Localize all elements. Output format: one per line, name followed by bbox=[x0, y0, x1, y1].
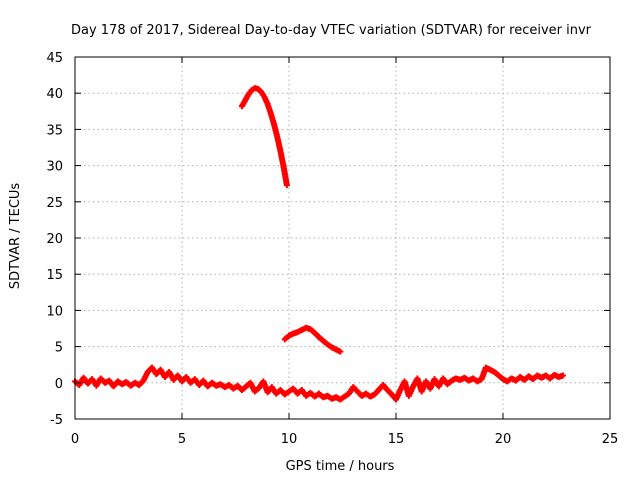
data-point bbox=[283, 182, 290, 189]
y-tick-label: 10 bbox=[46, 304, 63, 319]
x-tick-label: 15 bbox=[388, 432, 405, 447]
chart-grid bbox=[75, 57, 610, 419]
x-tick-label: 0 bbox=[71, 432, 79, 447]
y-tick-label: 5 bbox=[55, 341, 63, 356]
x-axis-label: GPS time / hours bbox=[286, 459, 395, 474]
x-tick-label: 20 bbox=[495, 432, 512, 447]
y-tick-label: 25 bbox=[46, 196, 63, 211]
data-point bbox=[337, 348, 344, 355]
y-tick-label: 40 bbox=[46, 87, 63, 102]
y-axis-label: SDTVAR / TECUs bbox=[8, 183, 23, 290]
y-tick-label: 15 bbox=[46, 268, 63, 283]
data-points bbox=[72, 85, 566, 403]
y-tick-label: 0 bbox=[55, 377, 63, 392]
x-tick-label: 25 bbox=[602, 432, 619, 447]
axis-ticks bbox=[74, 56, 611, 420]
data-point bbox=[559, 372, 566, 379]
y-tick-label: -5 bbox=[50, 413, 63, 428]
y-tick-label: 20 bbox=[46, 232, 63, 247]
x-tick-label: 5 bbox=[178, 432, 186, 447]
y-tick-label: 35 bbox=[46, 123, 63, 138]
x-tick-label: 10 bbox=[281, 432, 298, 447]
chart-title: Day 178 of 2017, Sidereal Day-to-day VTE… bbox=[71, 23, 592, 38]
y-tick-label: 30 bbox=[46, 160, 63, 175]
tick-labels: 0 5 10 15 20 25 -5 0 5 10 15 20 25 30 35 40 45 bbox=[46, 51, 618, 447]
y-tick-label: 45 bbox=[46, 51, 63, 66]
